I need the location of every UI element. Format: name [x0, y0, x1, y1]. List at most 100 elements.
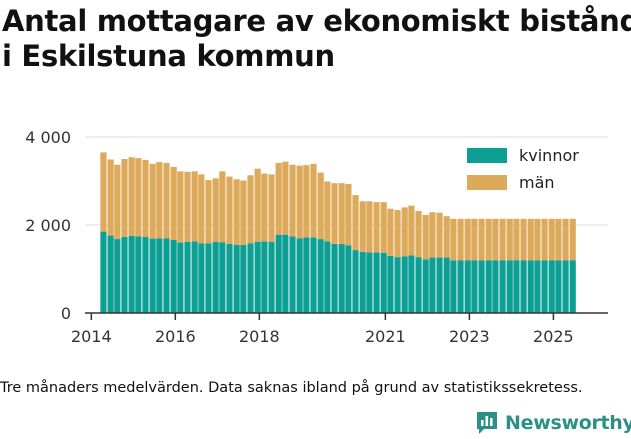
bar-kvinnor: kvinnor: 1200	[464, 260, 471, 313]
bar-man: män: 1550	[247, 175, 254, 244]
bar-man: män: 1530	[226, 176, 233, 244]
bar-kvinnor: kvinnor: 1750	[128, 236, 135, 313]
bar-kvinnor: kvinnor: 1680	[317, 239, 324, 313]
bar-man: män: 1250	[352, 195, 359, 251]
bar-kvinnor: kvinnor: 1570	[338, 243, 345, 313]
bar-man: män: 940	[548, 218, 555, 261]
bar-man: män: 940	[562, 218, 569, 261]
bar-kvinnor: kvinnor: 1200	[471, 260, 478, 313]
bar-kvinnor: kvinnor: 1630	[191, 241, 198, 313]
bar-kvinnor: kvinnor: 1200	[457, 260, 464, 313]
bar-man: män: 1530	[268, 174, 275, 242]
bar-kvinnor: kvinnor: 1290	[401, 256, 408, 313]
bar-kvinnor: kvinnor: 1260	[429, 257, 436, 313]
bar-kvinnor: kvinnor: 1550	[240, 244, 247, 313]
bar-man: män: 1150	[380, 202, 387, 253]
bar-kvinnor: kvinnor: 1260	[436, 257, 443, 313]
bar-man: män: 940	[534, 218, 541, 261]
bar-kvinnor: kvinnor: 1630	[261, 241, 268, 313]
bar-man: män: 1150	[359, 201, 366, 252]
bar-kvinnor: kvinnor: 1680	[114, 239, 121, 313]
bar-kvinnor: kvinnor: 1270	[415, 257, 422, 313]
bar-man: män: 940	[464, 218, 471, 261]
bar-man: män: 1010	[422, 214, 429, 260]
bar-man: män: 1570	[198, 174, 205, 244]
bar-kvinnor: kvinnor: 1580	[205, 243, 212, 313]
bar-man: män: 1790	[128, 157, 135, 236]
bar-man: män: 1640	[303, 165, 310, 238]
bar-kvinnor: kvinnor: 1200	[506, 260, 513, 313]
newsworthy-logo-icon	[477, 412, 497, 434]
bar-man: män: 940	[492, 218, 499, 261]
y-tick-label: 2 000	[25, 216, 71, 235]
bar-kvinnor: kvinnor: 1370	[380, 252, 387, 313]
x-tick-label: 2016	[155, 327, 196, 346]
bar-man: män: 1610	[219, 171, 226, 243]
bar-kvinnor: kvinnor: 1390	[359, 251, 366, 313]
bar-kvinnor: kvinnor: 1380	[373, 252, 380, 313]
bar-man: män: 940	[443, 216, 450, 258]
x-tick-label: 2023	[449, 327, 490, 346]
bar-kvinnor: kvinnor: 1740	[289, 236, 296, 313]
legend-label: män	[519, 173, 555, 192]
bar-man: män: 1670	[310, 163, 317, 238]
bar-kvinnor: kvinnor: 1610	[219, 242, 226, 313]
bar-man: män: 1110	[401, 207, 408, 257]
bar-kvinnor: kvinnor: 1780	[275, 234, 282, 313]
x-tick-label: 2021	[365, 327, 406, 346]
bar-kvinnor: kvinnor: 1540	[345, 245, 352, 313]
bar-man: män: 1590	[191, 171, 198, 242]
bar-man: män: 1130	[408, 205, 415, 256]
legend-swatch-kvinnor	[467, 148, 507, 163]
bar-man: män: 1390	[345, 184, 352, 246]
bar-man: män: 1660	[282, 161, 289, 235]
bar-kvinnor: kvinnor: 1200	[555, 260, 562, 313]
bar-man: män: 940	[499, 218, 506, 261]
bar-man: män: 1630	[289, 164, 296, 237]
bar-man: män: 1650	[296, 165, 303, 239]
bar-kvinnor: kvinnor: 1200	[562, 260, 569, 313]
bar-kvinnor: kvinnor: 1200	[513, 260, 520, 313]
bar-man: män: 940	[471, 218, 478, 261]
bar-kvinnor: kvinnor: 1700	[296, 238, 303, 313]
bar-kvinnor: kvinnor: 1310	[408, 255, 415, 313]
bar-man: män: 940	[513, 218, 520, 261]
bar-kvinnor: kvinnor: 1570	[331, 243, 338, 313]
bar-man: män: 1660	[254, 168, 261, 242]
bar-kvinnor: kvinnor: 1200	[485, 260, 492, 313]
bar-man: män: 940	[520, 218, 527, 261]
brand-logo[interactable]: Newsworthy	[475, 408, 631, 438]
bar-man: män: 940	[541, 218, 548, 261]
bar-kvinnor: kvinnor: 1200	[492, 260, 499, 313]
bar-man: män: 1660	[170, 166, 177, 240]
bar-kvinnor: kvinnor: 1300	[387, 255, 394, 313]
bar-man: män: 1730	[156, 162, 163, 239]
bar-kvinnor: kvinnor: 1700	[163, 238, 170, 313]
bar-man: män: 1630	[275, 162, 282, 235]
bar-man: män: 1360	[324, 181, 331, 242]
bar-kvinnor: kvinnor: 1220	[422, 259, 429, 313]
bar-kvinnor: kvinnor: 1630	[324, 241, 331, 313]
bar-man: män: 940	[485, 218, 492, 261]
bar-kvinnor: kvinnor: 1730	[142, 236, 149, 313]
bar-kvinnor: kvinnor: 1200	[527, 260, 534, 313]
bar-man: män: 1730	[107, 159, 114, 236]
bar-kvinnor: kvinnor: 1690	[149, 238, 156, 313]
chart-title: Antal mottagare av ekonomiskt bistånd i …	[2, 4, 631, 74]
title-line-1: Antal mottagare av ekonomiskt bistånd	[2, 4, 631, 38]
bars: kvinnor: 1850män: 1800kvinnor: 1760män: …	[100, 152, 576, 313]
x-tick-label: 2018	[239, 327, 280, 346]
bar-man: män: 1070	[394, 210, 401, 258]
bar-man: män: 1710	[163, 162, 170, 239]
bar-kvinnor: kvinnor: 1260	[443, 257, 450, 313]
bar-man: män: 940	[527, 218, 534, 261]
bar-kvinnor: kvinnor: 1720	[310, 237, 317, 313]
bar-kvinnor: kvinnor: 1580	[198, 243, 205, 313]
bar-kvinnor: kvinnor: 1780	[282, 234, 289, 313]
bar-man: män: 1440	[205, 180, 212, 244]
bar-kvinnor: kvinnor: 1760	[107, 235, 114, 313]
bar-man: män: 1590	[184, 171, 191, 242]
